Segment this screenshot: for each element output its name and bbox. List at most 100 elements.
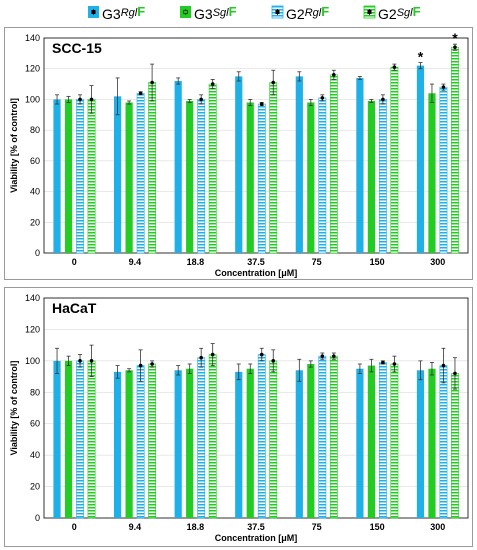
- bar: [235, 76, 243, 253]
- mean-marker: [89, 97, 94, 102]
- mean-marker: [381, 97, 385, 102]
- bar: [125, 370, 133, 518]
- mean-marker: [332, 354, 336, 358]
- mean-marker: [78, 359, 82, 363]
- bar: [174, 370, 182, 518]
- mean-marker: [138, 363, 143, 368]
- mean-marker: [441, 85, 446, 89]
- bar: [416, 370, 425, 518]
- bar: [125, 102, 133, 253]
- bar: [307, 364, 315, 518]
- mean-marker: [259, 352, 264, 357]
- bar: [318, 97, 327, 254]
- x-tick-label: 9.4: [129, 522, 142, 532]
- mean-marker: [320, 354, 325, 358]
- bar: [186, 100, 194, 253]
- bar: [428, 93, 436, 254]
- mean-marker: [199, 355, 203, 360]
- bar: [76, 360, 84, 519]
- bar: [197, 99, 206, 254]
- mean-marker: [199, 97, 203, 102]
- mean-marker: [150, 80, 154, 85]
- bar: [174, 81, 182, 253]
- x-tick-label: 0: [72, 257, 77, 267]
- bar: [356, 368, 364, 518]
- bar: [186, 368, 194, 518]
- bar: [295, 76, 303, 253]
- bar: [269, 82, 278, 254]
- mean-marker: [210, 82, 215, 86]
- y-tick-label: 80: [30, 125, 40, 135]
- bar: [136, 365, 145, 519]
- mean-marker: [332, 73, 336, 77]
- bar: [87, 360, 96, 519]
- mean-marker: [453, 371, 457, 376]
- x-tick-label: 75: [312, 522, 322, 532]
- x-tick-label: 9.4: [129, 257, 142, 267]
- bar: [114, 96, 122, 253]
- bar: [53, 99, 61, 253]
- legend-label: G3SglF: [194, 4, 237, 22]
- y-tick-label: 80: [30, 387, 40, 397]
- legend-label: G2RglF: [286, 4, 329, 22]
- y-tick-label: 60: [30, 156, 40, 166]
- bar: [197, 357, 206, 519]
- bar: [451, 46, 459, 254]
- bar: [390, 66, 399, 254]
- y-tick-label: 140: [25, 293, 40, 303]
- bar: [269, 360, 278, 519]
- x-tick-label: 0: [72, 522, 77, 532]
- y-tick-label: 60: [30, 419, 40, 429]
- bar: [64, 99, 73, 253]
- legend-label: G2SglF: [378, 4, 421, 22]
- chart-scc15: 0 20 40 60 80 100 120 140 0 9.4 18.8 37.5 75 150 * * 300…: [9, 30, 469, 278]
- y-tick-label: 100: [25, 356, 40, 366]
- bar: [329, 74, 338, 254]
- x-tick-label: 300: [430, 522, 445, 532]
- bar: [64, 360, 73, 518]
- x-tick-label: 300: [430, 257, 445, 267]
- mean-marker: [89, 359, 94, 363]
- y-tick-label: 120: [25, 324, 40, 334]
- bar: [329, 355, 338, 519]
- mean-marker: [138, 91, 143, 96]
- x-tick-label: 37.5: [247, 257, 265, 267]
- x-tick-label: 75: [312, 257, 322, 267]
- plot-frame: [43, 297, 469, 519]
- chart-title: HaCaT: [52, 300, 97, 316]
- bar: [318, 355, 327, 519]
- mean-marker: [271, 80, 276, 85]
- y-tick-label: 20: [30, 217, 40, 227]
- bar: [378, 99, 387, 254]
- y-axis-label: Viability [% of control]: [9, 361, 19, 456]
- bar: [307, 102, 315, 253]
- bar: [246, 368, 254, 518]
- bar: [235, 371, 243, 518]
- legend-item: G3SglF: [180, 4, 237, 22]
- legend: G3RglF G3SglF G2RglF G2SglF: [0, 0, 477, 26]
- bar: [439, 365, 448, 519]
- x-axis-label: Concentration [μM]: [215, 533, 298, 543]
- bar: [114, 371, 122, 518]
- legend-graphic: G3RglF G3SglF G2RglF G2SglF: [88, 4, 421, 22]
- bar: [87, 99, 96, 254]
- chart-hacat: 0 20 40 60 80 100 120 140 0 9.4 18.8 37.5 75 150 300 Ha…: [9, 293, 469, 543]
- y-tick-label: 140: [25, 33, 40, 43]
- chart-panel-scc15: 0 20 40 60 80 100 120 140 0 9.4 18.8 37.5 75 150 * * 300…: [4, 27, 473, 280]
- mean-marker: [259, 102, 264, 106]
- x-tick-label: 37.5: [247, 522, 265, 532]
- plot-frame: [43, 37, 469, 254]
- y-tick-label: 0: [35, 248, 40, 258]
- bar: [257, 354, 266, 519]
- y-axis-label: Viability [% of control]: [9, 98, 19, 193]
- mean-marker: [392, 65, 397, 69]
- significance-mark: *: [452, 30, 458, 46]
- bar: [367, 100, 375, 253]
- bar: [246, 102, 254, 253]
- bar: [53, 360, 61, 518]
- y-tick-label: 20: [30, 482, 40, 492]
- x-tick-label: 150: [370, 257, 385, 267]
- y-tick-label: 100: [25, 94, 40, 104]
- bar: [148, 82, 157, 254]
- x-tick-label: 18.8: [187, 257, 205, 267]
